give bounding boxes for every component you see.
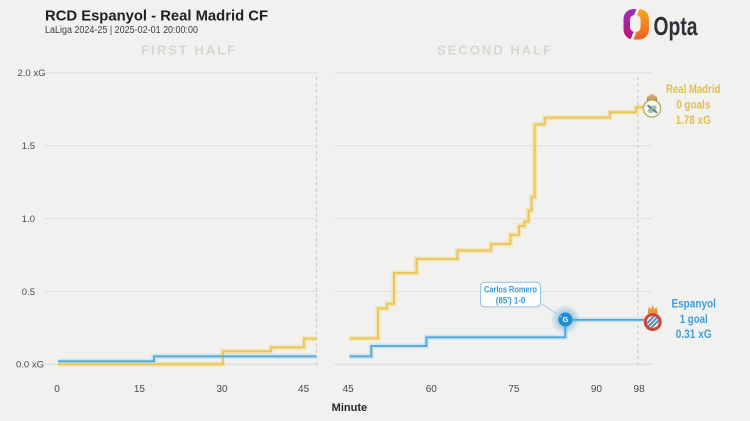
svg-text:Carlos Romero: Carlos Romero — [484, 285, 537, 295]
svg-text:0.31 xG: 0.31 xG — [676, 329, 712, 341]
svg-text:LaLiga 2024-25 | 2025-02-01 20: LaLiga 2024-25 | 2025-02-01 20:00:00 — [45, 25, 198, 36]
svg-text:G: G — [562, 315, 568, 324]
svg-text:FIRST HALF: FIRST HALF — [141, 42, 237, 57]
svg-text:SECOND HALF: SECOND HALF — [437, 43, 553, 58]
svg-text:Opta: Opta — [654, 11, 698, 41]
svg-text:Real Madrid: Real Madrid — [666, 84, 721, 96]
svg-text:60: 60 — [426, 384, 438, 395]
svg-text:2.0 xG: 2.0 xG — [18, 68, 46, 79]
svg-text:98: 98 — [634, 384, 646, 395]
svg-text:0.5: 0.5 — [22, 287, 35, 298]
svg-text:Espanyol: Espanyol — [671, 299, 716, 311]
svg-text:90: 90 — [591, 384, 603, 395]
svg-text:(85') 1-0: (85') 1-0 — [496, 295, 526, 305]
svg-text:75: 75 — [508, 384, 520, 395]
svg-text:1.0: 1.0 — [22, 214, 35, 225]
svg-text:1 goal: 1 goal — [680, 314, 708, 326]
svg-text:15: 15 — [134, 384, 146, 395]
svg-text:0.0 xG: 0.0 xG — [16, 360, 44, 371]
svg-text:30: 30 — [216, 384, 228, 395]
svg-text:1.5: 1.5 — [22, 141, 35, 152]
svg-text:0 goals: 0 goals — [676, 100, 710, 112]
svg-text:0: 0 — [54, 384, 60, 395]
svg-text:1.78 xG: 1.78 xG — [675, 115, 711, 127]
svg-text:45: 45 — [298, 384, 310, 395]
svg-text:Minute: Minute — [332, 402, 367, 414]
svg-text:RCD Espanyol - Real Madrid CF: RCD Espanyol - Real Madrid CF — [45, 8, 268, 25]
svg-text:45: 45 — [343, 384, 355, 395]
